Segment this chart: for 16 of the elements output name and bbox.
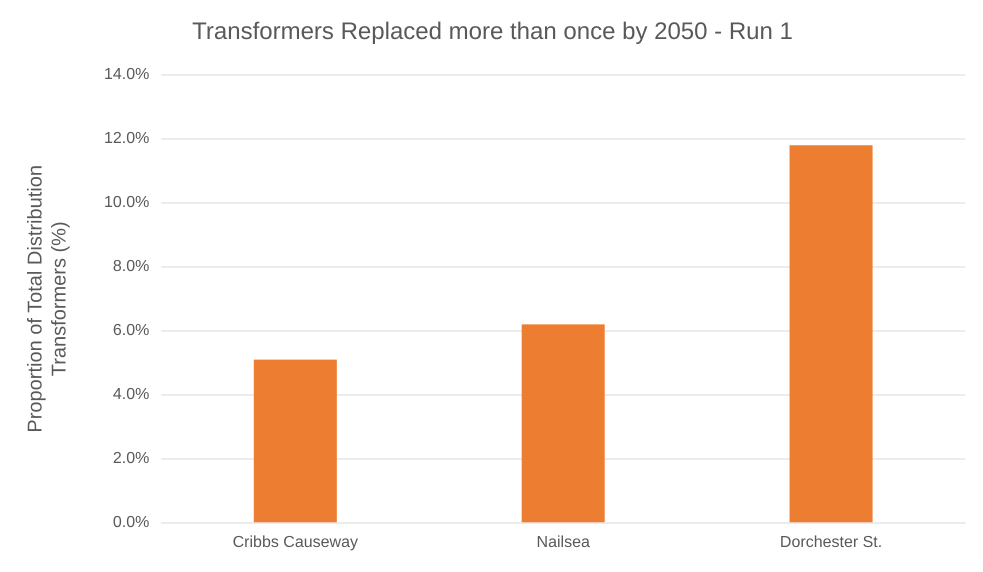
bar — [522, 324, 605, 522]
y-tick-label: 14.0% — [104, 66, 150, 84]
y-tick-label: 4.0% — [112, 386, 150, 404]
y-tick-label: 0.0% — [112, 514, 150, 532]
x-tick-label: Cribbs Causeway — [232, 534, 358, 551]
chart-title: Transformers Replaced more than once by 2050 - Run 1 — [192, 18, 793, 46]
bar — [254, 360, 337, 522]
y-tick-label: 8.0% — [112, 258, 150, 276]
x-tick-label: Nailsea — [536, 534, 590, 551]
y-tick-label: 6.0% — [112, 322, 150, 340]
y-tick-label: 10.0% — [104, 194, 150, 212]
y-tick-label: 12.0% — [104, 130, 150, 148]
y-tick-label: 2.0% — [112, 450, 150, 468]
bar — [790, 145, 873, 522]
x-tick-label: Dorchester St. — [780, 534, 882, 551]
y-axis-title: Proportion of Total Distribution Transformers (%) — [24, 165, 71, 433]
